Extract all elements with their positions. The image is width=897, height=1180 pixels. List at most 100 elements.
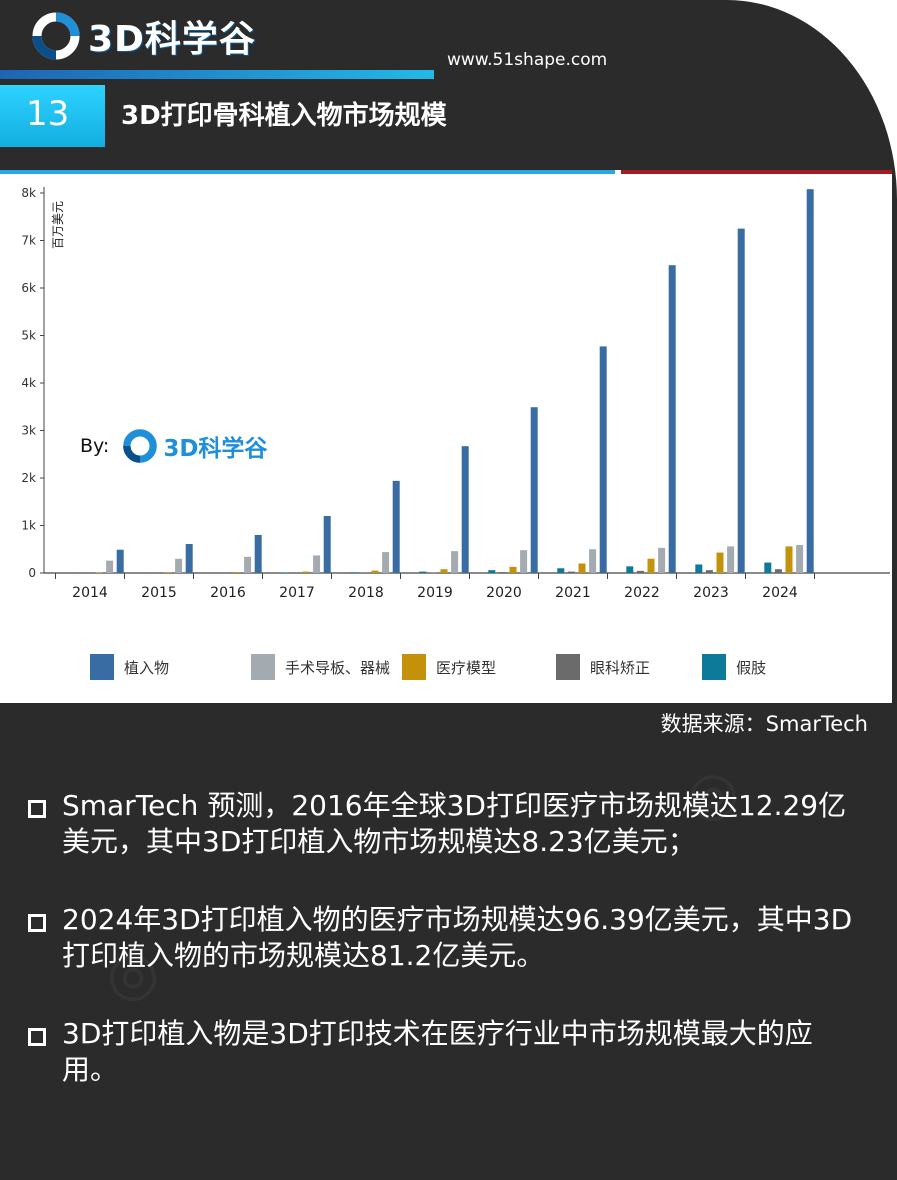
divider-blue (0, 170, 615, 174)
bar (440, 569, 448, 573)
website-url[interactable]: www.51shape.com (447, 50, 608, 70)
bullet-list: SmarTech 预测，2016年全球3D打印医疗市场规模达12.29亿美元，其… (28, 788, 868, 1130)
legend-item: 手术导板、器械 (251, 654, 390, 680)
bar (774, 569, 782, 573)
bullet-item: 2024年3D打印植入物的医疗市场规模达96.39亿美元，其中3D打印植入物的市… (28, 902, 868, 974)
y-tick-label: 4k (21, 376, 36, 390)
x-tick-label: 2022 (624, 585, 660, 601)
x-tick-label: 2015 (141, 585, 177, 601)
bar (567, 571, 575, 573)
bullet-item: SmarTech 预测，2016年全球3D打印医疗市场规模达12.29亿美元，其… (28, 788, 868, 860)
bar (530, 407, 538, 573)
slide-title: 3D打印骨科植入物市场规模 (121, 101, 447, 131)
bar (451, 551, 459, 573)
ring-logo-icon (32, 12, 80, 60)
bar (313, 555, 321, 573)
y-axis-label: 百万美元 (51, 201, 65, 249)
chart-legend: 植入物 手术导板、器械 医疗模型 眼科矫正 假肢 (90, 653, 796, 681)
bar (764, 562, 772, 573)
bar (806, 189, 814, 573)
bullet-text: 2024年3D打印植入物的医疗市场规模达96.39亿美元，其中3D打印植入物的市… (62, 903, 853, 972)
bar (164, 572, 172, 573)
bar (371, 570, 379, 573)
bar (244, 556, 252, 573)
bullet-item: 3D打印植入物是3D打印技术在医疗行业中市场规模最大的应用。 (28, 1016, 868, 1088)
x-tick-label: 2021 (555, 585, 591, 601)
bar (796, 544, 804, 573)
bar (727, 546, 735, 573)
bar (392, 480, 400, 573)
x-tick-label: 2016 (210, 585, 246, 601)
bar (695, 564, 703, 573)
legend-item: 医疗模型 (402, 654, 496, 680)
legend-label: 植入物 (124, 658, 170, 677)
brand-logo: 3D科学谷 (30, 8, 256, 64)
divider-red (621, 170, 892, 174)
chart-byline: By: 3D科学谷 (80, 427, 267, 465)
bar (668, 265, 676, 573)
bullet-text: 3D打印植入物是3D打印技术在医疗行业中市场规模最大的应用。 (62, 1017, 813, 1086)
bar (302, 571, 310, 573)
bar (185, 544, 193, 573)
legend-swatch (90, 654, 114, 680)
bar (233, 572, 241, 573)
bar-chart: 0 1k 2k 3k 4k 5k 6k 7k 8k 百万美元 2014 2015 2016 2017 201… (21, 186, 890, 601)
bar (509, 566, 517, 573)
y-tick-label: 8k (21, 186, 36, 200)
bar (488, 570, 496, 573)
bar (350, 572, 358, 573)
legend-item: 眼科矫正 (556, 654, 650, 680)
legend-label: 手术导板、器械 (285, 658, 391, 677)
y-tick-label: 6k (21, 281, 36, 295)
x-tick-label: 2019 (417, 585, 453, 601)
bar (175, 558, 183, 573)
checkbox-bullet-icon (28, 914, 46, 932)
x-tick-label: 2023 (693, 585, 729, 601)
y-tick-label: 5k (21, 329, 36, 343)
y-tick-label: 1k (21, 519, 36, 533)
byline-label: By: (80, 435, 110, 457)
y-tick-label: 0 (28, 566, 36, 580)
checkbox-bullet-icon (28, 1028, 46, 1046)
bar (647, 558, 655, 573)
legend-swatch (402, 654, 427, 680)
x-tick-label: 2024 (762, 585, 798, 601)
data-source: 数据来源：SmarTech (660, 712, 868, 736)
y-tick-label: 7k (21, 234, 36, 248)
bar (323, 516, 331, 573)
bar (520, 550, 528, 573)
bar (658, 547, 666, 573)
legend-label: 眼科矫正 (590, 658, 651, 677)
bar (254, 535, 262, 573)
bar (498, 572, 506, 573)
legend-item: 假肢 (702, 654, 766, 680)
slide-number: 13 (0, 85, 105, 147)
bar (589, 549, 597, 573)
bar (626, 566, 634, 573)
bar (382, 552, 390, 573)
bar (557, 568, 565, 573)
legend-swatch (702, 654, 727, 680)
x-tick-label: 2020 (486, 585, 522, 601)
bar (578, 563, 586, 573)
y-tick-label: 3k (21, 424, 36, 438)
byline-logo-text: 3D科学谷 (163, 436, 268, 462)
legend-swatch (556, 654, 581, 680)
bar (636, 570, 644, 573)
bar (116, 549, 124, 573)
legend-label: 医疗模型 (436, 658, 497, 677)
bar (461, 446, 469, 573)
legend-label: 假肢 (736, 658, 767, 677)
legend-item: 植入物 (90, 654, 169, 680)
header-accent-bar (0, 70, 434, 79)
bullet-text: SmarTech 预测，2016年全球3D打印医疗市场规模达12.29亿美元，其… (62, 789, 847, 858)
bar (419, 571, 427, 573)
checkbox-bullet-icon (28, 800, 46, 818)
bar (785, 546, 793, 573)
bar (106, 560, 114, 573)
x-tick-label: 2014 (72, 585, 108, 601)
legend-swatch (251, 654, 276, 680)
bar (737, 228, 745, 573)
bar (599, 346, 607, 573)
y-tick-label: 2k (21, 471, 36, 485)
